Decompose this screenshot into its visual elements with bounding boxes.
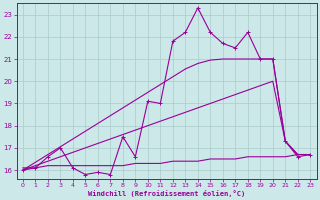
X-axis label: Windchill (Refroidissement éolien,°C): Windchill (Refroidissement éolien,°C)	[88, 190, 245, 197]
